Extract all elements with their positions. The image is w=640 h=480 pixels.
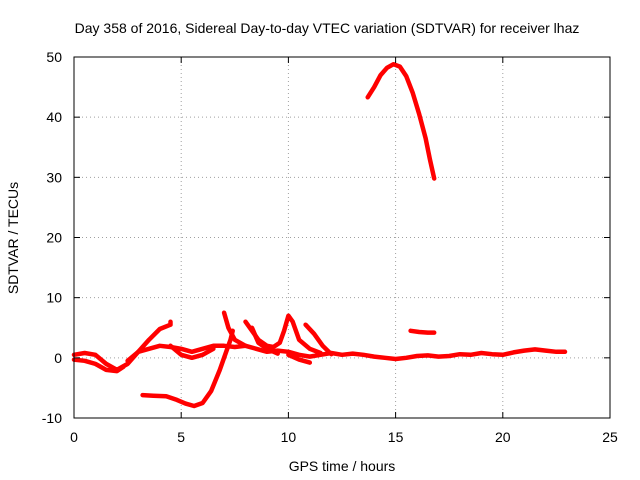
series-arc-8 — [286, 352, 313, 365]
series-arc-11 — [408, 328, 437, 335]
x-axis-label: GPS time / hours — [289, 458, 396, 474]
y-tick-label: 40 — [46, 109, 62, 125]
series-arc-7 — [249, 325, 280, 356]
x-tick-label: 25 — [602, 429, 618, 445]
y-tick-label: 30 — [46, 169, 62, 185]
series-arc-1 — [71, 357, 126, 374]
y-tick-label: 0 — [54, 350, 62, 366]
y-axis-label: SDTVAR / TECUs — [5, 182, 21, 294]
y-tick-label: -10 — [42, 410, 62, 426]
y-tick-label: 10 — [46, 290, 62, 306]
series-arc-5 — [221, 310, 248, 349]
axes: 0 5 10 15 20 25 -10 0 10 20 30 40 50 — [42, 49, 618, 445]
series-baseline — [71, 343, 568, 373]
series-arc-2 — [125, 319, 173, 364]
series-arc-3 — [140, 328, 235, 409]
series-arc-10 — [365, 61, 437, 181]
x-tick-label: 10 — [281, 429, 297, 445]
x-tick-label: 20 — [495, 429, 511, 445]
series-arc-9 — [303, 322, 334, 357]
y-tick-label: 50 — [46, 49, 62, 65]
y-tick-label: 20 — [46, 230, 62, 246]
series-layer — [71, 61, 568, 409]
grid — [74, 57, 610, 418]
x-tick-label: 15 — [388, 429, 404, 445]
x-tick-label: 0 — [70, 429, 78, 445]
chart-title: Day 358 of 2016, Sidereal Day-to-day VTE… — [75, 20, 580, 36]
series-arc-4 — [168, 343, 216, 361]
x-tick-label: 5 — [177, 429, 185, 445]
